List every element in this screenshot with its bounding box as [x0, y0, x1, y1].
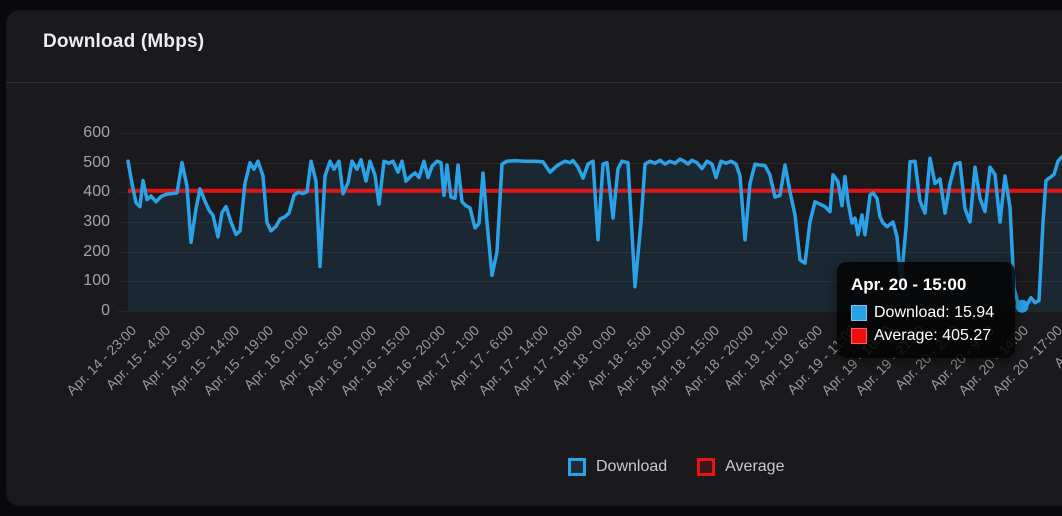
gridline — [118, 133, 1062, 134]
tooltip-row-text: Average: 405.27 — [874, 327, 992, 344]
gridline — [118, 222, 1062, 223]
y-axis-tick-label: 400 — [83, 183, 110, 201]
chart-tooltip: Apr. 20 - 15:00 Download: 15.94 Average:… — [837, 262, 1015, 358]
chart-card-header: Download (Mbps) — [6, 10, 1062, 83]
download-line-series — [126, 154, 1062, 309]
y-axis-tick-label: 300 — [83, 213, 110, 230]
gridline — [118, 281, 1062, 283]
y-axis-tick-label: 100 — [83, 272, 110, 290]
legend-item-label: Download — [596, 458, 668, 475]
tooltip-title: Apr. 20 - 15:00 — [851, 275, 967, 294]
chart-legend: Download Average — [568, 458, 784, 476]
hovered-point-marker — [1015, 299, 1029, 313]
chart-card: Download (Mbps) 0 100 200 300 400 500 600 Apr.… — [6, 10, 1062, 506]
average-legend-swatch-icon — [697, 458, 716, 476]
y-axis-tick-label: 0 — [101, 302, 110, 319]
chart-plot-area[interactable] — [126, 133, 1062, 313]
tooltip-row-text: Download: 15.94 — [874, 304, 995, 321]
tooltip-row-average: Average: 405.27 — [851, 327, 1001, 345]
legend-item-label: Average — [725, 458, 785, 475]
gridline — [118, 311, 1062, 312]
legend-item-average[interactable]: Average — [697, 458, 784, 476]
download-area-fill — [128, 156, 1062, 311]
y-axis-tick-label: 600 — [83, 124, 110, 141]
download-legend-swatch-icon — [568, 458, 586, 476]
gridline — [118, 192, 1062, 194]
y-axis-tick-label: 500 — [83, 153, 110, 171]
tooltip-row-download: Download: 15.94 — [851, 304, 1001, 322]
chart-title: Download (Mbps) — [43, 31, 205, 52]
tooltip-average-swatch-icon — [851, 328, 867, 344]
legend-item-download[interactable]: Download — [568, 458, 667, 476]
tooltip-download-swatch-icon — [851, 305, 867, 321]
gridline — [118, 251, 1062, 253]
y-axis-tick-label: 200 — [83, 242, 110, 260]
